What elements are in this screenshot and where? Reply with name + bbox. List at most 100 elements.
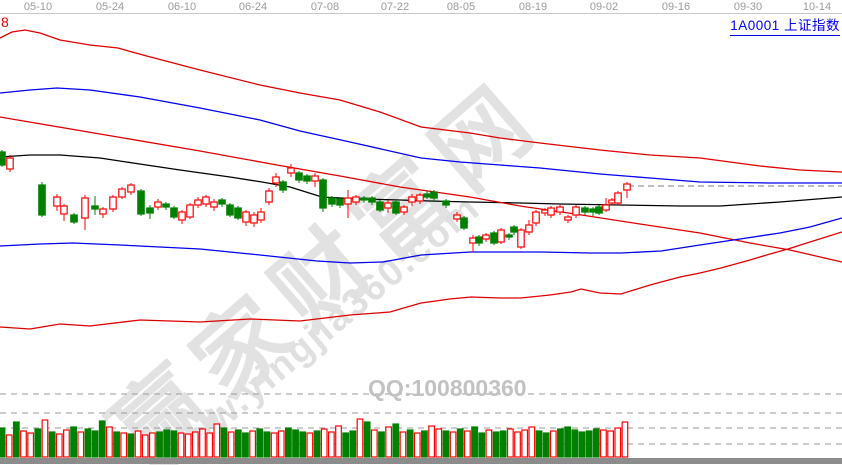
- candle: [595, 206, 603, 214]
- candle: [392, 201, 400, 214]
- volume-bar: [413, 432, 421, 458]
- volume-bar: [263, 431, 271, 458]
- candle: [344, 197, 352, 205]
- volume-bar: [41, 419, 49, 458]
- volume-bar: [349, 430, 357, 458]
- axis-date-label: 09-16: [661, 1, 691, 13]
- candle: [490, 232, 498, 244]
- candle: [109, 196, 117, 210]
- volume-bar: [134, 430, 142, 458]
- volume-bar: [320, 428, 328, 458]
- volume-bar: [342, 432, 350, 458]
- volume-bar: [0, 427, 6, 458]
- candle: [572, 206, 580, 216]
- candle: [442, 200, 450, 206]
- candle: [532, 211, 540, 224]
- volume-bar: [506, 428, 514, 458]
- axis-date-label: 10-14: [802, 1, 832, 13]
- volume-bar: [564, 426, 572, 458]
- volume-bar: [313, 430, 321, 458]
- volume-bar: [485, 429, 493, 458]
- candle: [400, 206, 408, 213]
- candle: [257, 211, 265, 221]
- candle: [234, 207, 242, 219]
- candle: [623, 183, 631, 191]
- volume-bar: [549, 430, 557, 458]
- candle: [352, 196, 360, 203]
- axis-separator-line: [0, 13, 842, 14]
- volume-bar: [156, 431, 163, 458]
- axis-date-label: 09-30: [733, 1, 763, 13]
- volume-bar: [399, 431, 407, 458]
- volume-bar: [12, 421, 20, 458]
- candle: [328, 197, 336, 205]
- candle: [178, 211, 186, 221]
- candle: [218, 199, 226, 205]
- volume-bar: [48, 431, 56, 458]
- ma-line-black: [0, 154, 842, 207]
- volume-bar: [557, 428, 564, 458]
- volume-bar: [256, 428, 264, 458]
- candle: [430, 191, 438, 199]
- candle: [194, 199, 202, 206]
- candle: [250, 214, 258, 224]
- volume-bar: [363, 421, 371, 458]
- candle: [416, 194, 424, 202]
- volume-bar: [327, 431, 335, 458]
- candle: [265, 190, 273, 203]
- band-upper-red: [0, 29, 842, 173]
- volume-bar: [592, 428, 600, 458]
- volume-bar: [492, 431, 500, 458]
- volume-bar: [514, 431, 521, 458]
- band-lower-blue: [0, 217, 842, 264]
- candle: [510, 226, 518, 233]
- candle: [202, 196, 210, 205]
- volume-bar: [177, 432, 185, 458]
- volume-bar: [299, 431, 307, 458]
- candle: [423, 193, 431, 198]
- candle: [162, 203, 170, 208]
- axis-date-label: 09-02: [589, 1, 619, 13]
- volume-bar: [499, 430, 507, 458]
- candle: [556, 206, 564, 213]
- volume-bar: [442, 430, 450, 458]
- volume-bar: [449, 431, 457, 458]
- volume-bar: [206, 432, 214, 458]
- axis-date-label: 06-10: [167, 1, 197, 13]
- axis-date-label: 06-24: [238, 1, 268, 13]
- volume-bar: [63, 429, 70, 458]
- candle: [505, 234, 513, 238]
- volume-bar: [20, 430, 27, 458]
- volume-bar: [184, 433, 192, 458]
- candle: [614, 192, 622, 204]
- volume-bar: [614, 427, 622, 458]
- volume-bar: [91, 430, 99, 458]
- volume-bar: [127, 433, 135, 458]
- volume-bar: [220, 427, 228, 458]
- volume-bar: [27, 432, 35, 458]
- volume-bar: [105, 426, 113, 458]
- volume-bar: [113, 431, 120, 458]
- volume-bar: [84, 428, 92, 458]
- volume-bar: [456, 428, 464, 458]
- volume-bar: [227, 431, 235, 458]
- volume-bar: [607, 430, 614, 458]
- candle: [564, 216, 572, 221]
- candle: [482, 234, 490, 240]
- volume-bar: [600, 429, 607, 458]
- candle: [99, 208, 107, 215]
- price-axis-label: 8: [1, 14, 9, 30]
- volume-bar: [392, 423, 400, 458]
- candle: [272, 176, 280, 184]
- axis-date-label: 05-24: [95, 1, 125, 13]
- volume-bar: [435, 428, 443, 458]
- candle: [287, 167, 295, 174]
- volume-bar: [242, 432, 249, 458]
- candle: [170, 207, 178, 218]
- volume-bar: [77, 431, 85, 458]
- candle: [60, 205, 68, 215]
- trend-line-red: [0, 116, 842, 263]
- volume-bar: [471, 426, 478, 458]
